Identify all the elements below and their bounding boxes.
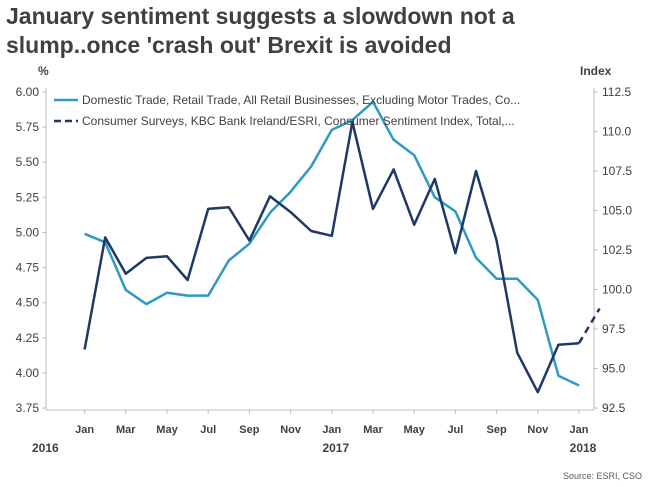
x-tick-label: May	[403, 424, 425, 436]
right-tick-label: 97.5	[602, 322, 626, 336]
source-note: Source: ESRI, CSO	[562, 471, 642, 481]
chart-title-line-2: slump..once 'crash out' Brexit is avoide…	[6, 32, 452, 58]
x-tick-label: Sep	[239, 424, 259, 436]
left-tick-label: 5.75	[16, 120, 40, 134]
left-tick-label: 3.75	[16, 401, 40, 415]
x-tick-label: Jan	[75, 424, 94, 436]
x-year-label: 2018	[570, 441, 597, 455]
x-tick-label: Mar	[363, 424, 383, 436]
x-tick-label: Jan	[570, 424, 589, 436]
right-tick-label: 105.0	[602, 204, 632, 218]
left-axis-unit-label: %	[38, 64, 49, 78]
series-line-1	[84, 100, 580, 387]
x-tick-label: Mar	[116, 424, 136, 436]
series-line-2	[83, 120, 580, 394]
x-tick-label: May	[156, 424, 178, 436]
left-tick-label: 4.75	[16, 261, 40, 275]
x-tick-label: Jul	[447, 424, 463, 436]
right-tick-label: 100.0	[602, 283, 632, 297]
x-tick-label: Sep	[487, 424, 507, 436]
left-tick-label: 4.50	[16, 296, 40, 310]
x-tick-label: Jul	[200, 424, 216, 436]
x-tick-label: Nov	[280, 424, 302, 436]
legend-label-2: Consumer Surveys, KBC Bank Ireland/ESRI,…	[82, 114, 515, 128]
chart-title-line-1: January sentiment suggests a slowdown no…	[6, 3, 515, 29]
left-tick-label: 4.00	[16, 366, 40, 380]
x-year-label: 2017	[322, 441, 349, 455]
left-tick-label: 5.25	[16, 190, 40, 204]
series-line-3	[577, 307, 601, 344]
x-tick-label: Nov	[527, 424, 549, 436]
left-tick-label: 5.00	[16, 225, 40, 239]
left-tick-label: 5.50	[16, 155, 40, 169]
x-year-label: 2016	[32, 441, 59, 455]
x-tick-label: Jan	[322, 424, 341, 436]
right-axis-unit-label: Index	[580, 64, 612, 78]
left-tick-label: 6.00	[16, 85, 40, 99]
right-tick-label: 95.0	[602, 362, 626, 376]
right-tick-label: 92.5	[602, 401, 626, 415]
right-tick-label: 110.0	[602, 125, 631, 139]
chart-title: January sentiment suggests a slowdown no…	[6, 2, 646, 60]
right-tick-label: 102.5	[602, 243, 632, 257]
right-tick-label: 107.5	[602, 164, 632, 178]
legend-label-1: Domestic Trade, Retail Trade, All Retail…	[82, 93, 520, 107]
left-tick-label: 4.25	[16, 331, 40, 345]
right-tick-label: 112.5	[602, 85, 631, 99]
